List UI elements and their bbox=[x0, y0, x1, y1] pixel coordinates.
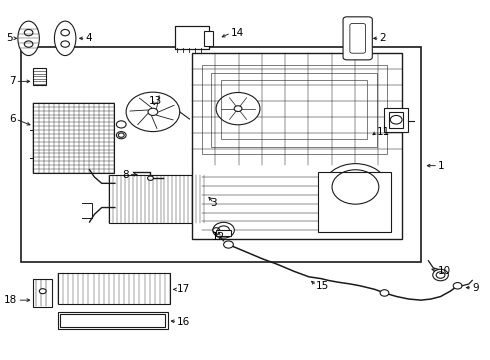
Text: 9: 9 bbox=[472, 283, 479, 293]
Text: 13: 13 bbox=[149, 96, 162, 106]
Bar bbox=[204, 31, 213, 45]
Text: 4: 4 bbox=[86, 33, 92, 43]
Text: 11: 11 bbox=[377, 127, 391, 136]
Circle shape bbox=[234, 106, 242, 112]
Circle shape bbox=[324, 164, 387, 210]
Text: 15: 15 bbox=[316, 281, 329, 291]
Bar bbox=[202, 66, 387, 154]
Text: 17: 17 bbox=[177, 284, 191, 294]
Text: 12: 12 bbox=[212, 232, 225, 242]
Text: 10: 10 bbox=[438, 266, 451, 276]
Text: 14: 14 bbox=[231, 28, 244, 38]
Circle shape bbox=[380, 290, 389, 296]
Text: 7: 7 bbox=[9, 76, 16, 86]
Circle shape bbox=[126, 92, 180, 132]
Bar bbox=[318, 172, 391, 232]
Circle shape bbox=[148, 108, 158, 116]
Bar bbox=[21, 47, 421, 262]
Text: 16: 16 bbox=[177, 317, 191, 327]
Bar bbox=[33, 103, 114, 173]
FancyBboxPatch shape bbox=[343, 17, 372, 60]
Circle shape bbox=[453, 283, 462, 289]
Text: 18: 18 bbox=[4, 295, 17, 305]
Text: 2: 2 bbox=[380, 33, 386, 43]
Text: 1: 1 bbox=[438, 161, 445, 171]
Bar bbox=[109, 175, 204, 223]
Circle shape bbox=[39, 289, 46, 294]
Bar bbox=[192, 53, 401, 239]
Circle shape bbox=[213, 228, 220, 233]
Bar bbox=[33, 279, 52, 307]
Bar bbox=[385, 108, 408, 132]
Bar bbox=[216, 230, 231, 235]
Text: 3: 3 bbox=[211, 198, 217, 208]
Text: 8: 8 bbox=[122, 170, 128, 180]
Circle shape bbox=[216, 93, 260, 125]
Circle shape bbox=[213, 222, 234, 238]
Bar bbox=[221, 80, 368, 139]
Bar bbox=[211, 73, 377, 147]
Ellipse shape bbox=[54, 21, 76, 55]
Bar bbox=[175, 26, 209, 49]
Circle shape bbox=[116, 121, 126, 128]
Bar bbox=[58, 312, 168, 329]
Text: 6: 6 bbox=[9, 114, 16, 124]
Bar bbox=[58, 273, 170, 304]
Circle shape bbox=[223, 241, 233, 248]
Bar bbox=[390, 112, 403, 128]
Circle shape bbox=[391, 116, 402, 124]
Bar bbox=[175, 26, 209, 49]
Ellipse shape bbox=[18, 21, 39, 55]
Circle shape bbox=[433, 269, 448, 281]
Circle shape bbox=[147, 176, 153, 180]
Bar bbox=[60, 314, 165, 327]
Text: 5: 5 bbox=[6, 33, 13, 43]
Bar bbox=[32, 68, 46, 85]
